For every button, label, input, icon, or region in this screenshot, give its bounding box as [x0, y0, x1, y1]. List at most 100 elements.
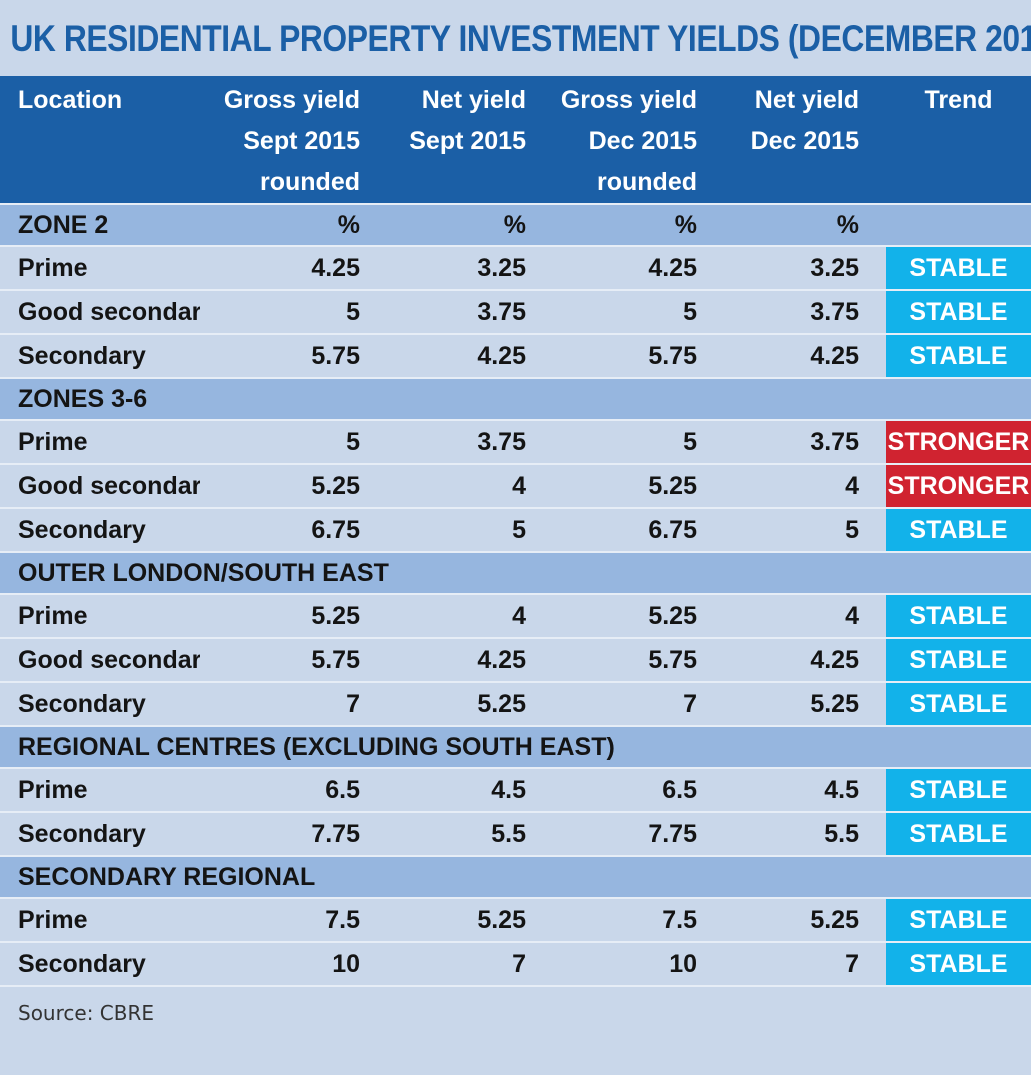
section-title: ZONE 2: [0, 204, 200, 247]
yield-value: 5: [526, 420, 697, 465]
column-header-line: Gross yield: [560, 86, 697, 114]
location-cell: Good secondary: [0, 290, 200, 335]
table-row: Prime 4.25 3.25 4.25 3.25 STABLE: [0, 246, 1031, 291]
unit-label: [360, 378, 526, 421]
yield-value: 5.5: [360, 812, 526, 857]
location-cell: Prime: [0, 246, 200, 291]
yield-value: 5: [200, 290, 360, 335]
section-trend-empty: [859, 552, 1031, 595]
column-header-line: Dec 2015: [588, 127, 697, 155]
location-cell: Good secondary: [0, 464, 200, 509]
column-header: Net yield Sept 2015: [360, 76, 526, 205]
yield-value: 3.25: [697, 246, 859, 291]
trend-cell: STABLE: [859, 682, 1031, 727]
yield-value: 5.25: [697, 898, 859, 943]
section-row: OUTER LONDON/SOUTH EAST: [0, 552, 1031, 595]
unit-label: [697, 552, 859, 595]
yield-value: 4.25: [200, 246, 360, 291]
section-title: ZONES 3-6: [0, 378, 200, 421]
trend-cell: STABLE: [859, 898, 1031, 943]
yield-value: 5.25: [360, 682, 526, 727]
yield-value: 5.25: [360, 898, 526, 943]
column-header-line: Net yield: [421, 86, 526, 114]
unit-label: [200, 726, 360, 769]
location-cell: Secondary: [0, 942, 200, 987]
unit-label: %: [200, 204, 360, 247]
unit-label: [200, 378, 360, 421]
table-row: Prime 6.5 4.5 6.5 4.5 STABLE: [0, 768, 1031, 813]
column-header-line: Net yield: [754, 86, 859, 114]
trend-badge: STABLE: [886, 595, 1031, 636]
yield-value: 5: [697, 508, 859, 553]
yield-value: 3.25: [360, 246, 526, 291]
column-header: Gross yield Dec 2015 rounded: [526, 76, 697, 205]
yield-value: 3.75: [697, 290, 859, 335]
yield-value: 5.25: [526, 464, 697, 509]
unit-label: [200, 856, 360, 899]
trend-badge: STABLE: [886, 769, 1031, 810]
trend-cell: STABLE: [859, 508, 1031, 553]
unit-label: [360, 856, 526, 899]
location-cell: Secondary: [0, 682, 200, 727]
section-row: SECONDARY REGIONAL: [0, 856, 1031, 899]
unit-label: [697, 856, 859, 899]
unit-label: [526, 726, 697, 769]
trend-badge: STRONGER: [886, 421, 1031, 462]
trend-badge: STABLE: [886, 335, 1031, 376]
trend-badge: STABLE: [886, 813, 1031, 854]
table-row: Prime 5.25 4 5.25 4 STABLE: [0, 594, 1031, 639]
section-title: SECONDARY REGIONAL: [0, 856, 315, 899]
yield-value: 5: [526, 290, 697, 335]
yield-value: 5.25: [526, 594, 697, 639]
location-cell: Secondary: [0, 508, 200, 553]
location-cell: Prime: [0, 768, 200, 813]
yield-value: 5.75: [526, 638, 697, 683]
unit-label: %: [360, 204, 526, 247]
section-trend-empty: [859, 204, 1031, 247]
yield-value: 5.75: [200, 334, 360, 379]
unit-label: %: [697, 204, 859, 247]
yield-value: 5.5: [697, 812, 859, 857]
column-header: Net yield Dec 2015: [697, 76, 859, 205]
trend-cell: STABLE: [859, 768, 1031, 813]
yield-value: 7.5: [200, 898, 360, 943]
table-body: ZONE 2%%%% Prime 4.25 3.25 4.25 3.25 STABLE Goo…: [0, 204, 1031, 987]
yield-value: 3.75: [697, 420, 859, 465]
yield-value: 4.25: [697, 334, 859, 379]
location-cell: Good secondary: [0, 638, 200, 683]
table-row: Good secondary 5.75 4.25 5.75 4.25 STABLE: [0, 638, 1031, 683]
trend-badge: STABLE: [886, 683, 1031, 724]
table-row: Secondary 7 5.25 7 5.25 STABLE: [0, 682, 1031, 727]
unit-label: %: [526, 204, 697, 247]
yield-value: 5: [200, 420, 360, 465]
column-header: Gross yield Sept 2015 rounded: [200, 76, 360, 205]
table-row: Prime 5 3.75 5 3.75 STRONGER: [0, 420, 1031, 465]
source-note: Source: CBRE: [18, 1001, 155, 1025]
section-title: REGIONAL CENTRES (EXCLUDING SOUTH EAST): [0, 726, 615, 769]
trend-cell: STRONGER: [859, 464, 1031, 509]
location-cell: Prime: [0, 420, 200, 465]
table-row: Secondary 5.75 4.25 5.75 4.25 STABLE: [0, 334, 1031, 379]
trend-badge: STABLE: [886, 291, 1031, 332]
table-row: Secondary 10 7 10 7 STABLE: [0, 942, 1031, 987]
yields-table: Location Gross yield Sept 2015 rounded Net y…: [0, 76, 1031, 987]
trend-badge: STABLE: [886, 509, 1031, 550]
unit-label: [526, 378, 697, 421]
yield-value: 4: [697, 594, 859, 639]
location-cell: Prime: [0, 898, 200, 943]
yield-value: 7.75: [200, 812, 360, 857]
trend-cell: STABLE: [859, 334, 1031, 379]
yield-value: 5: [360, 508, 526, 553]
trend-cell: STRONGER: [859, 420, 1031, 465]
trend-badge: STRONGER: [886, 465, 1031, 506]
yield-value: 4.5: [360, 768, 526, 813]
location-cell: Secondary: [0, 334, 200, 379]
section-trend-empty: [859, 856, 1031, 899]
column-header-line: Dec 2015: [750, 127, 859, 155]
section-row: ZONE 2%%%%: [0, 204, 1031, 247]
table-row: Good secondary 5.25 4 5.25 4 STRONGER: [0, 464, 1031, 509]
yield-value: 6.5: [200, 768, 360, 813]
yield-value: 4.25: [360, 638, 526, 683]
yield-value: 6.75: [200, 508, 360, 553]
